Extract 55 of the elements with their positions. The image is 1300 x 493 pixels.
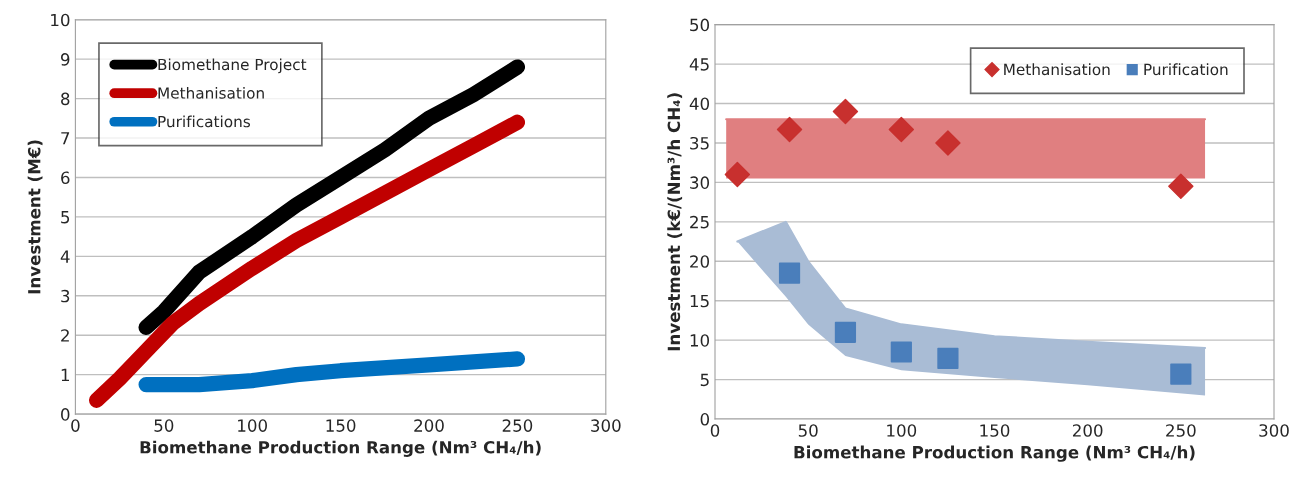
y-axis-title: Investment (M€): [27, 140, 43, 294]
y-tick-label: 25: [690, 215, 709, 229]
point: [1168, 173, 1194, 200]
y-tick-label: 20: [690, 255, 710, 268]
point: [937, 347, 959, 369]
x-tick-label: 200: [1072, 424, 1103, 437]
point: [776, 116, 803, 143]
y-tick-label: 10: [51, 13, 70, 27]
legend-label: Methanisation: [158, 86, 264, 99]
x-tick-label: 300: [591, 419, 621, 432]
y-tick-label: 1: [61, 368, 69, 382]
x-tick-label: 100: [238, 419, 267, 432]
x-tick-label: 150: [326, 419, 356, 432]
x-tick-label: 0: [71, 419, 80, 432]
y-tick-label: 45: [689, 58, 709, 71]
y-tick-label: 40: [689, 97, 710, 111]
x-tick-label: 0: [710, 424, 720, 437]
y-tick-label: 7: [61, 132, 70, 145]
point: [935, 130, 961, 156]
point: [778, 262, 801, 284]
y-tick-label: 10: [690, 334, 710, 347]
point: [724, 161, 751, 188]
y-tick-label: 5: [700, 373, 709, 387]
y-tick-label: 5: [61, 211, 70, 224]
y-tick-label: 0: [61, 408, 70, 421]
y-tick-label: 30: [690, 176, 710, 189]
legend-label: Biomethane Project: [158, 58, 307, 74]
x-tick-label: 250: [502, 419, 533, 432]
x-axis-title: Biomethane Production Range (Nm³ CH₄/h): [140, 440, 541, 457]
y-tick-label: 3: [61, 289, 70, 303]
legend-label: Purifications: [158, 115, 251, 128]
point: [890, 341, 912, 363]
y-tick-label: 15: [690, 294, 709, 308]
x-tick-label: 50: [798, 424, 818, 437]
y-tick-label: 4: [60, 250, 70, 263]
point: [832, 98, 859, 125]
legend-label: Methanisation: [1004, 63, 1110, 76]
x-tick-label: 150: [980, 424, 1010, 437]
y-tick-label: 50: [690, 18, 710, 32]
point: [1170, 363, 1192, 385]
x-tick-label: 50: [154, 419, 174, 432]
x-axis-title: Biomethane Production Range (Nm³ CH₄/h): [794, 445, 1195, 462]
y-tick-label: 8: [61, 92, 70, 106]
y-tick-label: 9: [60, 53, 70, 66]
y-axis-title: Investment (k€/(Nm³/h CH₄): [667, 93, 683, 351]
point: [834, 321, 857, 343]
x-tick-label: 200: [414, 419, 444, 432]
y-tick-label: 2: [61, 329, 69, 342]
y-tick-label: 6: [61, 171, 70, 185]
legend-label: Purification: [1144, 63, 1228, 76]
x-tick-label: 250: [1166, 424, 1196, 437]
x-tick-label: 100: [887, 424, 917, 437]
x-tick-label: 300: [1259, 424, 1289, 437]
y-tick-label: 35: [690, 136, 709, 150]
point: [888, 116, 915, 143]
